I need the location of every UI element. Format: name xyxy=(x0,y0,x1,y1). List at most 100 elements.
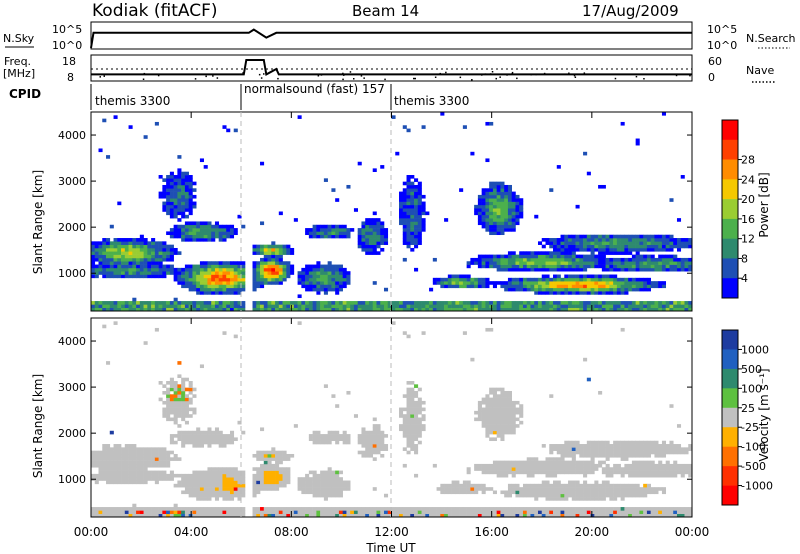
power-cell xyxy=(414,198,419,202)
power-cell xyxy=(429,307,434,312)
velocity-cell xyxy=(196,427,201,432)
power-cell xyxy=(286,251,291,255)
velocity-cell xyxy=(661,507,667,511)
power-cell xyxy=(196,291,201,295)
velocity-cell xyxy=(214,480,220,485)
power-cell xyxy=(466,264,471,269)
velocity-cell xyxy=(380,430,385,435)
power-cell xyxy=(188,191,193,196)
power-cell xyxy=(590,301,595,305)
power-cell xyxy=(399,304,404,308)
velocity-cell xyxy=(549,447,554,451)
power-cell xyxy=(661,284,667,289)
power-cell xyxy=(214,304,220,308)
velocity-cell xyxy=(136,477,141,481)
velocity-cell xyxy=(571,490,576,495)
velocity-cell xyxy=(586,467,591,471)
power-cell xyxy=(233,301,238,305)
power-cell xyxy=(414,184,419,189)
power-cell xyxy=(654,281,659,285)
power-cell xyxy=(260,277,265,282)
velocity-cell xyxy=(139,477,144,481)
power-cell xyxy=(507,214,512,219)
power-cell xyxy=(312,304,317,308)
power-cell xyxy=(132,264,137,269)
velocity-cell xyxy=(466,480,471,485)
velocity-cell xyxy=(485,463,490,468)
power-cell xyxy=(383,287,389,292)
power-cell xyxy=(286,271,291,275)
velocity-cell xyxy=(293,510,298,514)
velocity-cell xyxy=(624,513,629,518)
velocity-cell xyxy=(485,487,490,491)
power-cell xyxy=(237,291,242,295)
velocity-cell xyxy=(654,453,659,458)
power-cell xyxy=(564,284,569,289)
velocity-cell xyxy=(553,470,558,475)
power-cell xyxy=(368,304,374,308)
power-cell xyxy=(237,271,242,275)
power-cell xyxy=(684,304,689,308)
power-cell xyxy=(650,238,655,242)
velocity-cell xyxy=(353,507,358,511)
velocity-cell xyxy=(568,447,573,451)
power-cell xyxy=(496,307,501,312)
velocity-cell xyxy=(624,487,629,491)
power-cell xyxy=(143,261,148,265)
power-cell xyxy=(684,264,689,269)
power-cell xyxy=(233,281,238,285)
power-cell xyxy=(500,184,505,189)
velocity-cell xyxy=(601,480,606,485)
velocity-cell xyxy=(162,453,167,458)
power-cell xyxy=(504,188,509,192)
velocity-cell xyxy=(331,510,336,514)
velocity-cell xyxy=(260,473,265,478)
velocity-cell xyxy=(549,497,554,501)
velocity-cell xyxy=(583,507,588,511)
velocity-cell xyxy=(192,407,197,412)
velocity-cell xyxy=(519,407,524,412)
power-cell xyxy=(136,301,141,305)
power-cell xyxy=(188,204,193,209)
power-cell xyxy=(188,228,193,232)
velocity-cell xyxy=(571,513,576,518)
power-cell xyxy=(575,284,580,289)
velocity-cell xyxy=(192,507,197,511)
power-cell xyxy=(522,267,528,272)
power-cell xyxy=(410,247,415,252)
velocity-cell xyxy=(368,437,374,442)
power-cell xyxy=(537,291,543,295)
power-cell xyxy=(646,284,651,289)
velocity-cell xyxy=(260,487,265,491)
power-cell xyxy=(323,228,328,232)
velocity-cell xyxy=(372,437,377,442)
velocity-cell xyxy=(605,507,610,511)
velocity-cell xyxy=(395,513,400,518)
power-cell xyxy=(323,291,328,295)
velocity-cell xyxy=(271,453,276,458)
velocity-cell xyxy=(98,460,103,465)
velocity-cell xyxy=(545,467,550,471)
nave-label: Nave xyxy=(746,64,774,77)
freq-noise-mark xyxy=(242,72,244,74)
power-cell xyxy=(421,301,426,305)
velocity-cell xyxy=(346,434,351,438)
velocity-cell xyxy=(515,510,520,514)
power-cell xyxy=(184,234,189,239)
power-cell xyxy=(139,251,144,255)
velocity-cell xyxy=(455,507,460,511)
velocity-cell xyxy=(609,470,614,475)
velocity-cell xyxy=(166,397,171,402)
velocity-cell xyxy=(609,510,614,514)
power-cell xyxy=(361,304,366,308)
power-cell xyxy=(586,304,591,308)
power-cell xyxy=(654,241,659,245)
velocity-cell xyxy=(650,463,655,468)
power-cell xyxy=(545,291,550,295)
power-cell xyxy=(688,301,693,305)
power-cell xyxy=(451,307,456,312)
power-cell xyxy=(169,204,174,209)
velocity-cell xyxy=(579,470,584,475)
power-cell xyxy=(568,301,573,305)
power-cell xyxy=(530,264,535,269)
